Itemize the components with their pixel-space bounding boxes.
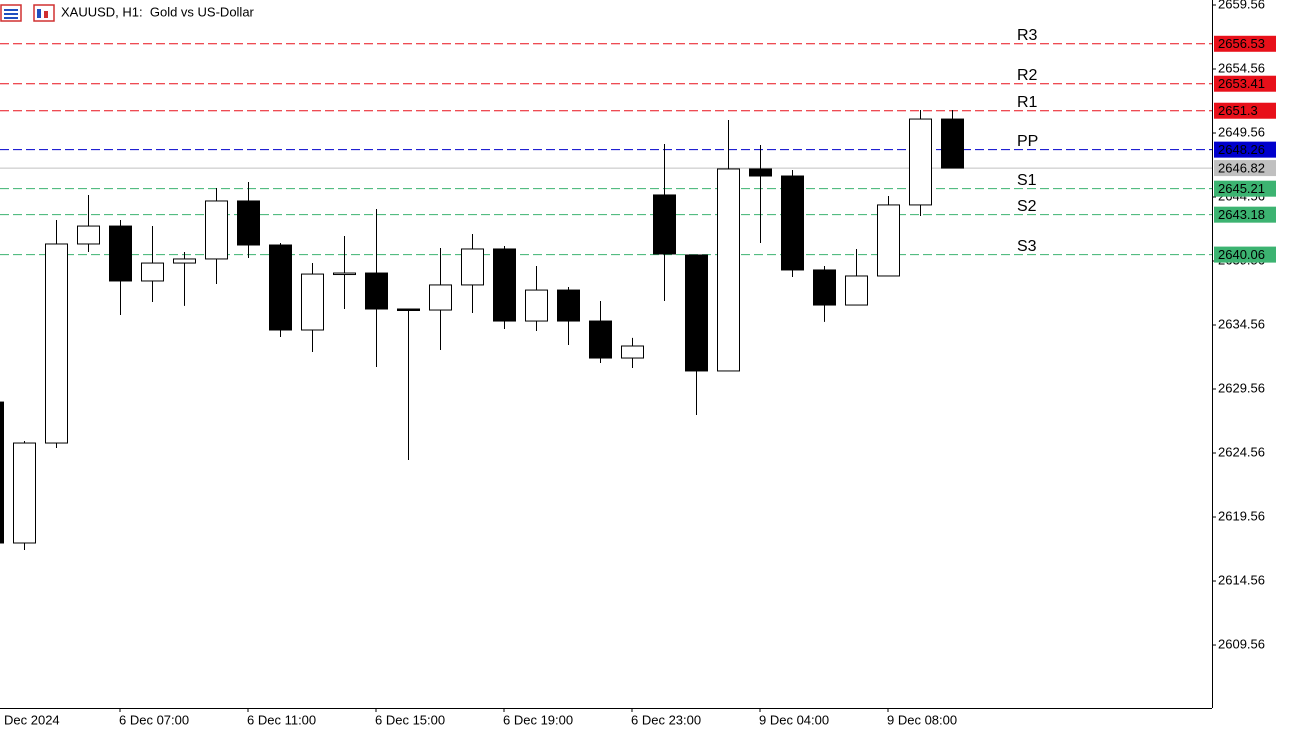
x-tick-label: 9 Dec 08:00	[887, 712, 957, 727]
y-tick-label: 2614.56	[1218, 572, 1265, 587]
candle-body	[365, 272, 388, 310]
header-icons	[0, 4, 55, 22]
x-tick-label: 6 Dec 19:00	[503, 712, 573, 727]
price-box-label: 2640.06	[1218, 247, 1265, 262]
candle-body	[397, 308, 420, 312]
y-tick-label: 2624.56	[1218, 444, 1265, 459]
x-tick-label: Dec 2024	[4, 712, 60, 727]
candle-body	[333, 272, 356, 276]
icon-bar	[44, 11, 48, 18]
candle-body	[173, 258, 196, 264]
price-box-label: 2643.18	[1218, 207, 1265, 222]
y-tick-label: 2619.56	[1218, 508, 1265, 523]
pivot-label: R3	[1017, 27, 1038, 44]
candle-body	[653, 194, 676, 255]
candle-body	[877, 204, 900, 277]
y-tick-label: 2659.56	[1218, 0, 1265, 11]
candle-body	[685, 254, 708, 372]
x-tick-label: 6 Dec 15:00	[375, 712, 445, 727]
plot-area: R3 R2 R1 PP S1 S2 S3	[0, 27, 1212, 551]
candle-body	[845, 275, 868, 306]
price-box	[1214, 35, 1276, 52]
candle-body	[77, 225, 100, 245]
y-tick-label: 2649.56	[1218, 124, 1265, 139]
x-tick-label: 6 Dec 23:00	[631, 712, 701, 727]
candle-body	[429, 284, 452, 311]
candle-body	[269, 244, 292, 331]
candle-body	[301, 273, 324, 331]
candle-body	[493, 248, 516, 322]
price-box-label: 2653.41	[1218, 76, 1265, 91]
candle-body	[525, 289, 548, 322]
pivot-label: S2	[1017, 198, 1037, 215]
y-tick-label: 2609.56	[1218, 636, 1265, 651]
candle-body	[0, 401, 4, 544]
candle-body	[909, 118, 932, 206]
price-box	[1214, 180, 1276, 197]
price-box	[1214, 246, 1276, 263]
candle-body	[781, 175, 804, 271]
candle-body	[45, 243, 68, 444]
pivot-label: PP	[1017, 133, 1038, 150]
price-box	[1214, 102, 1276, 119]
y-tick-label: 2654.56	[1218, 60, 1265, 75]
price-box	[1214, 75, 1276, 92]
x-tick-label: 6 Dec 11:00	[247, 712, 316, 727]
icon-bar	[37, 9, 41, 18]
candle-body	[141, 262, 164, 282]
price-box-label: 2656.53	[1218, 36, 1265, 51]
price-box	[1214, 141, 1276, 158]
y-tick-label: 2634.56	[1218, 316, 1265, 331]
pivot-label: S3	[1017, 238, 1037, 255]
candle-body	[109, 225, 132, 282]
price-axis: 2659.562654.562649.562644.562639.562634.…	[1212, 0, 1276, 651]
candle-body	[237, 200, 260, 246]
price-box	[1214, 206, 1276, 223]
candle-body	[205, 200, 228, 260]
price-box-label: 2646.82	[1218, 161, 1265, 176]
x-tick-label: 6 Dec 07:00	[119, 712, 189, 727]
x-tick-label: 9 Dec 04:00	[759, 712, 829, 727]
candle-body	[813, 269, 836, 306]
price-box-label: 2645.21	[1218, 181, 1265, 196]
price-box	[1214, 160, 1276, 177]
pivot-label: S1	[1017, 172, 1037, 189]
price-box-label: 2651.3	[1218, 103, 1258, 118]
candle-body	[749, 168, 772, 177]
candle-body	[621, 345, 644, 359]
chart-title: XAUUSD, H1: Gold vs US-Dollar	[61, 4, 255, 19]
candle-body	[941, 118, 964, 169]
y-tick-label: 2629.56	[1218, 380, 1265, 395]
pivot-label: R1	[1017, 94, 1038, 111]
candle-body	[557, 289, 580, 322]
candle-body	[717, 168, 740, 372]
candle-body	[461, 248, 484, 286]
price-box-label: 2648.26	[1218, 142, 1265, 157]
pivot-label: R2	[1017, 67, 1038, 84]
candle-body	[13, 442, 36, 544]
candle-body	[589, 320, 612, 359]
